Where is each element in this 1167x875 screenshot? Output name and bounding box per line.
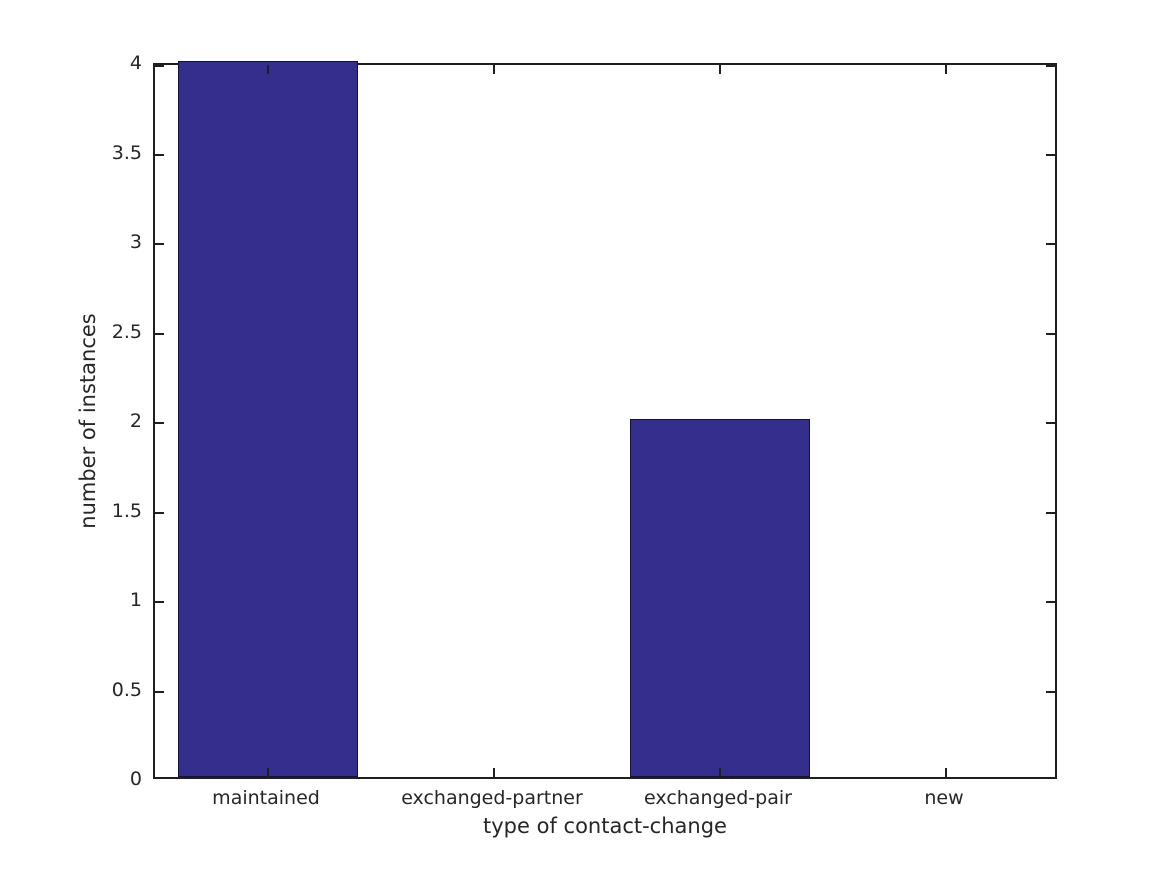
y-tick-right [1046, 422, 1055, 424]
x-tick [945, 768, 947, 777]
y-tick [155, 422, 164, 424]
y-tick-right [1046, 243, 1055, 245]
x-tick-label: new [924, 787, 964, 809]
y-tick-right [1046, 65, 1055, 67]
y-tick-right [1046, 777, 1055, 779]
x-tick-top [719, 65, 721, 74]
y-tick-right [1046, 332, 1055, 335]
y-tick-label: 1 [129, 589, 142, 611]
y-tick-right [1046, 601, 1055, 603]
y-tick [155, 777, 164, 779]
y-tick-label: 3.5 [111, 141, 142, 164]
plot-area [153, 61, 1057, 779]
y-tick-label: 3 [129, 231, 142, 253]
y-tick-right [1046, 690, 1055, 693]
x-tick [493, 768, 495, 777]
y-tick-right [1046, 153, 1055, 156]
x-tick [719, 768, 721, 777]
bar-maintained [177, 61, 359, 777]
y-tick [155, 243, 164, 245]
y-tick-label: 2.5 [111, 320, 142, 343]
x-tick-label: maintained [212, 787, 320, 809]
x-axis-label: type of contact-change [483, 814, 727, 838]
x-tick-label: exchanged-partner [401, 787, 583, 809]
y-tick [155, 511, 164, 514]
y-tick-label: 1.5 [111, 499, 142, 522]
x-tick-top [493, 65, 495, 74]
x-tick [267, 768, 269, 777]
y-tick-label: 4 [129, 52, 142, 74]
x-tick-top [945, 65, 947, 74]
y-tick-label: 0 [129, 768, 142, 790]
x-tick-label: exchanged-pair [644, 787, 792, 809]
y-tick-label: 2 [129, 410, 142, 432]
y-tick-label: 0.5 [111, 678, 142, 701]
y-tick [155, 690, 164, 693]
y-tick [155, 601, 164, 603]
y-tick [155, 332, 164, 335]
y-tick-right [1046, 511, 1055, 514]
x-tick-top [267, 65, 269, 74]
y-tick [155, 153, 164, 156]
bar-exchanged-pair [629, 419, 811, 777]
y-tick [155, 65, 164, 67]
